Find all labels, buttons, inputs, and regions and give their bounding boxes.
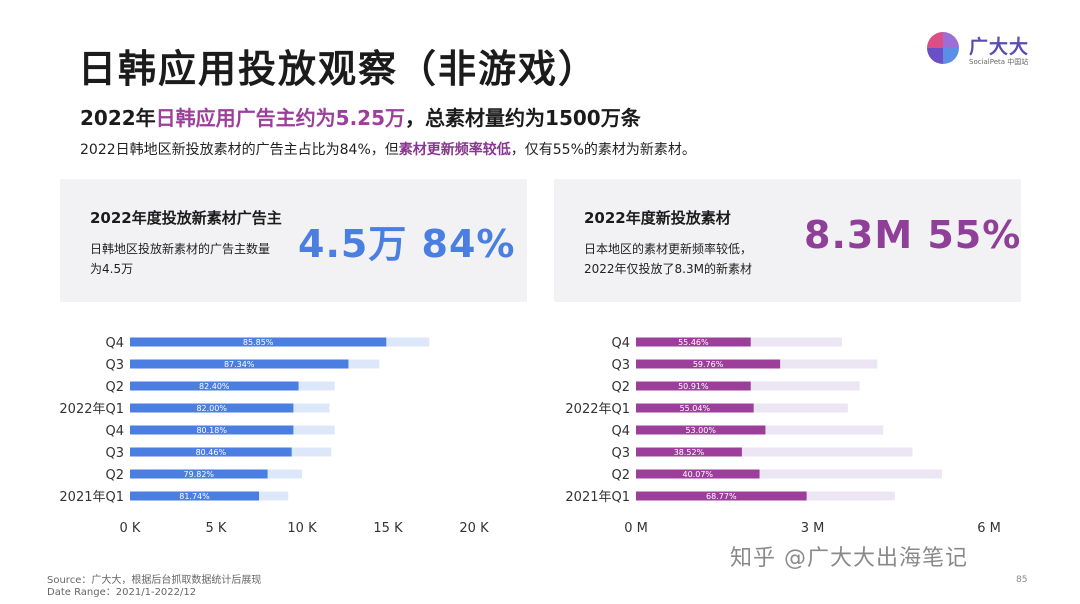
advertiser-category-label: 2021年Q1	[59, 490, 124, 505]
creative-data-label: 53.00%	[685, 426, 716, 435]
advertiser-x-tick-label: 0 K	[120, 521, 141, 536]
headline-part1: 2022年	[80, 106, 156, 130]
advertiser-category-label: Q2	[105, 380, 124, 395]
creative-category-label: Q2	[611, 468, 630, 483]
advertiser-data-label: 85.85%	[243, 338, 274, 347]
creative-category-label: Q2	[611, 380, 630, 395]
watermark: 知乎 @广大大出海笔记	[730, 546, 968, 571]
card-advertisers-title: 2022年度投放新素材广告主	[90, 209, 282, 227]
advertiser-data-label: 82.40%	[199, 382, 230, 391]
advertiser-new-bar	[130, 403, 294, 413]
creative-new-bar	[636, 447, 742, 457]
creative-new-bar	[636, 469, 760, 479]
creative-bar-chart: Q4 55.46% Q3 59.76% Q2 50.91% 2022年Q1 55.04% Q4 5…	[565, 336, 1001, 536]
advertiser-x-tick-label: 10 K	[287, 521, 317, 536]
headline: 2022年日韩应用广告主约为5.25万，总素材量约为1500万条	[80, 102, 641, 131]
creative-data-label: 50.91%	[678, 382, 709, 391]
card-creatives-desc: 日本地区的素材更新频率较低，2022年仅投放了8.3M的新素材	[584, 242, 753, 276]
creative-new-bar	[636, 425, 766, 435]
creative-new-bar	[636, 381, 751, 391]
logo-mark-icon	[927, 32, 959, 64]
creative-category-label: 2022年Q1	[565, 402, 630, 417]
date-range-line: Date Range：2021/1-2022/12	[47, 587, 197, 598]
card-advertisers-desc: 日韩地区投放新素材的广告主数量为4.5万	[90, 242, 271, 276]
advertiser-data-label: 82.00%	[196, 404, 227, 413]
creative-data-label: 55.46%	[678, 338, 709, 347]
advertiser-data-label: 79.82%	[184, 470, 215, 479]
page-title: 日韩应用投放观察（非游戏）	[78, 47, 599, 91]
creative-x-tick-label: 6 M	[977, 521, 1001, 536]
creative-category-label: 2021年Q1	[565, 490, 630, 505]
creative-category-label: Q3	[611, 358, 630, 373]
advertiser-new-bar	[130, 425, 294, 435]
page-number: 85	[1016, 575, 1028, 585]
advertiser-x-tick-label: 15 K	[373, 521, 403, 536]
creative-total-bar	[636, 469, 942, 479]
advertiser-x-tick-label: 5 K	[206, 521, 227, 536]
advertiser-data-label: 81.74%	[179, 492, 210, 501]
source-line: Source：广大大，根据后台抓取数据统计后展现	[47, 575, 262, 586]
creative-new-bar	[636, 491, 807, 501]
creative-data-label: 40.07%	[683, 470, 714, 479]
advertiser-new-bar	[130, 491, 259, 501]
creative-x-tick-label: 0 M	[624, 521, 648, 536]
advertiser-data-label: 87.34%	[224, 360, 255, 369]
headline-part2: ，总素材量约为1500万条	[405, 106, 641, 130]
subline: 2022日韩地区新投放素材的广告主占比为84%，但素材更新频率较低，仅有55%的…	[80, 139, 696, 159]
advertiser-category-label: Q3	[105, 358, 124, 373]
creative-new-bar	[636, 337, 751, 347]
creative-data-label: 59.76%	[693, 360, 724, 369]
advertiser-new-bar	[130, 469, 268, 479]
advertiser-new-bar	[130, 337, 387, 347]
headline-highlight: 日韩应用广告主约为5.25万	[155, 106, 406, 130]
logo-subtitle: SocialPeta 中国站	[969, 58, 1029, 66]
brand-logo: 广大大 SocialPeta 中国站	[925, 30, 1065, 70]
card-creatives-title: 2022年度新投放素材	[584, 209, 731, 227]
advertiser-new-bar	[130, 381, 299, 391]
advertiser-new-bar	[130, 359, 349, 369]
creative-x-tick-label: 3 M	[801, 521, 825, 536]
creative-category-label: Q4	[611, 336, 630, 351]
logo-name: 广大大	[969, 36, 1030, 58]
source-note: Source：广大大，根据后台抓取数据统计后展现 Date Range：2021…	[47, 575, 261, 599]
subline-part2: ，仅有55%的素材为新素材。	[510, 142, 696, 158]
advertiser-category-label: 2022年Q1	[59, 402, 124, 417]
creative-new-bar	[636, 403, 754, 413]
advertiser-x-tick-label: 20 K	[459, 521, 489, 536]
advertiser-data-label: 80.46%	[196, 448, 227, 457]
subline-highlight: 素材更新频率较低	[398, 142, 511, 158]
advertiser-category-label: Q2	[105, 468, 124, 483]
advertiser-new-bar	[130, 447, 292, 457]
subline-part1: 2022日韩地区新投放素材的广告主占比为84%，但	[80, 142, 399, 158]
card-creatives: 2022年度新投放素材 日本地区的素材更新频率较低，2022年仅投放了8.3M的…	[554, 179, 1021, 302]
advertiser-bar-chart: Q4 85.85% Q3 87.34% Q2 82.40% 2022年Q1 82.00% Q4 8…	[59, 336, 489, 536]
creative-data-label: 55.04%	[680, 404, 711, 413]
creative-category-label: Q3	[611, 446, 630, 461]
advertiser-category-label: Q4	[105, 424, 124, 439]
card-advertisers: 2022年度投放新素材广告主 日韩地区投放新素材的广告主数量为4.5万 4.5万…	[60, 179, 527, 302]
creative-category-label: Q4	[611, 424, 630, 439]
creative-total-bar	[636, 447, 913, 457]
creative-data-label: 38.52%	[674, 448, 705, 457]
card-advertisers-value: 4.5万 84%	[298, 222, 516, 266]
advertiser-data-label: 80.18%	[196, 426, 227, 435]
creative-new-bar	[636, 359, 781, 369]
advertiser-category-label: Q4	[105, 336, 124, 351]
card-creatives-value: 8.3M 55%	[804, 213, 1022, 257]
creative-data-label: 68.77%	[706, 492, 737, 501]
advertiser-category-label: Q3	[105, 446, 124, 461]
